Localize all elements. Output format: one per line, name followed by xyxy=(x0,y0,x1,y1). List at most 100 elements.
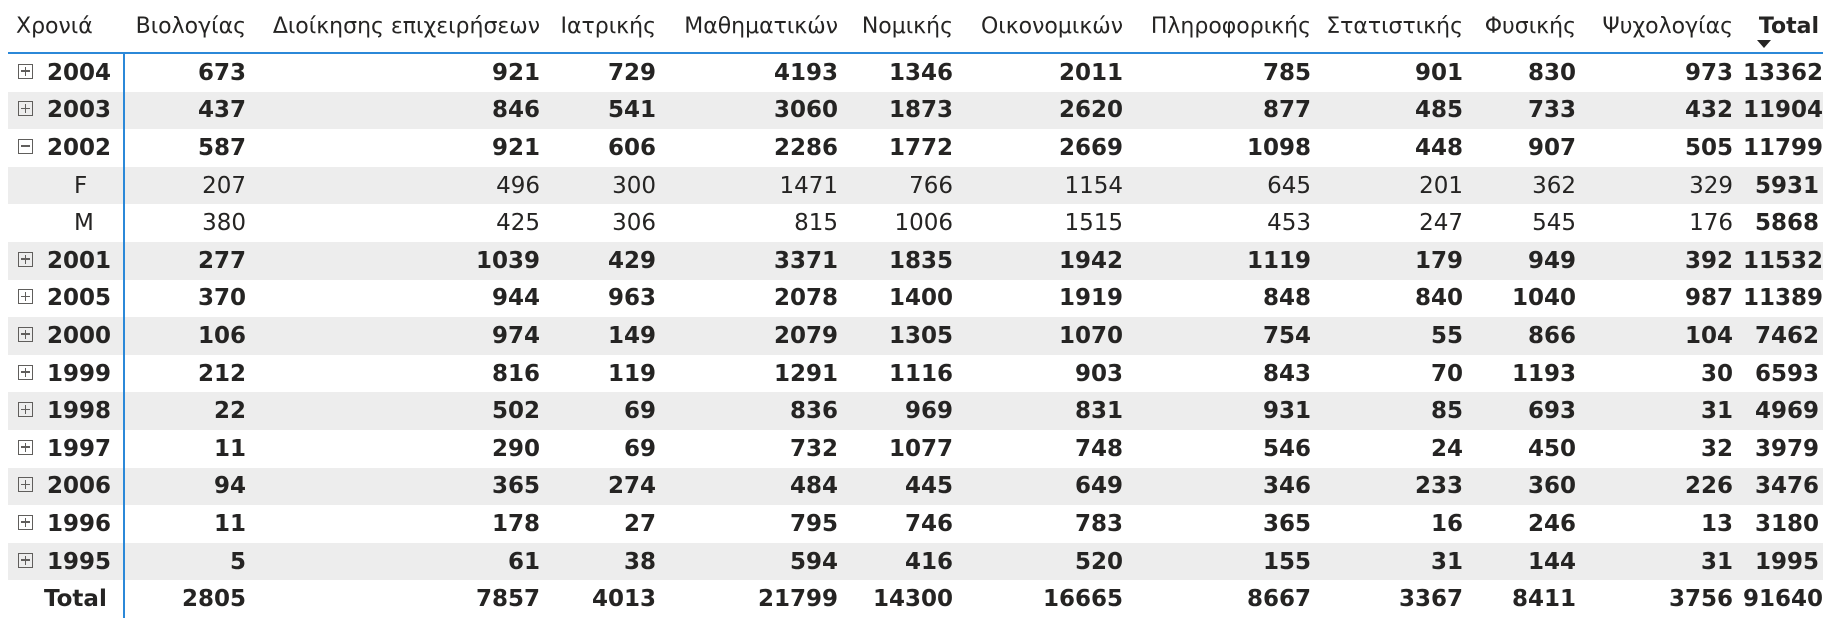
value-cell: 1119 xyxy=(1133,241,1321,280)
value-cell: 4193 xyxy=(773,59,838,86)
value-cell: 840 xyxy=(1414,285,1463,312)
value-cell: 445 xyxy=(848,467,963,506)
value-cell: 1305 xyxy=(848,317,963,355)
value-cell: 877 xyxy=(1133,91,1321,130)
row-label-cell: 2004 xyxy=(8,53,125,92)
value-cell: 830 xyxy=(1527,59,1576,86)
expand-plus-icon[interactable] xyxy=(18,101,33,117)
column-header[interactable]: Μαθηματικών xyxy=(666,0,848,54)
row-total-cell: 3180 xyxy=(1754,510,1819,537)
column-header[interactable]: Πληροφορικής xyxy=(1133,0,1321,54)
header-row: Χρονιά Βιολογίας Διοίκησης επιχειρήσεων Ιατ… xyxy=(8,0,1823,54)
column-header-total[interactable]: Total xyxy=(1743,0,1823,54)
toggle-horizontal-bar xyxy=(21,145,30,147)
row-label-cell: Total xyxy=(8,580,125,618)
expand-plus-icon[interactable] xyxy=(18,63,33,79)
value-cell: 11 xyxy=(213,510,246,537)
value-cell: 836 xyxy=(666,392,848,430)
value-cell: 1077 xyxy=(888,435,953,462)
row-label-cell: 2001 xyxy=(8,241,125,280)
value-cell: 38 xyxy=(550,542,666,581)
expand-plus-icon[interactable] xyxy=(18,364,33,380)
value-cell: 754 xyxy=(1133,317,1321,355)
expand-plus-icon[interactable] xyxy=(18,326,33,342)
column-header[interactable]: Φυσικής xyxy=(1473,0,1586,54)
value-cell: 290 xyxy=(491,435,540,462)
expand-plus-icon[interactable] xyxy=(18,439,33,455)
column-header[interactable]: Ιατρικής xyxy=(550,0,666,54)
value-cell: 783 xyxy=(1074,510,1123,537)
value-cell: 1346 xyxy=(888,59,953,86)
value-cell: 1942 xyxy=(963,241,1133,280)
value-cell: 31 xyxy=(1586,392,1743,430)
column-header[interactable]: Διοίκησης επιχειρήσεων xyxy=(256,0,550,54)
value-cell: 448 xyxy=(1414,134,1463,161)
value-cell: 485 xyxy=(1321,91,1473,130)
matrix-visual: Χρονιά Βιολογίας Διοίκησης επιχειρήσεων Ιατ… xyxy=(8,0,1823,618)
row-label-cell: 2000 xyxy=(8,317,125,355)
year-label: 2004 xyxy=(47,59,112,86)
expand-plus-icon[interactable] xyxy=(18,552,33,568)
value-cell: 502 xyxy=(256,392,550,430)
row-label-cell: 1996 xyxy=(8,505,125,543)
value-cell: 306 xyxy=(612,210,656,237)
year-label: 2001 xyxy=(47,247,112,274)
value-cell: 329 xyxy=(1586,166,1743,205)
value-cell: 1515 xyxy=(1064,210,1123,237)
row-total-cell: 13362 xyxy=(1743,59,1824,86)
year-label: 1997 xyxy=(47,435,112,462)
value-cell: 106 xyxy=(124,317,256,355)
value-cell: 21799 xyxy=(757,586,838,613)
value-cell: 520 xyxy=(963,542,1133,581)
value-cell: 425 xyxy=(496,210,540,237)
expand-plus-icon[interactable] xyxy=(18,251,33,267)
value-cell: 13 xyxy=(1700,510,1733,537)
column-header[interactable]: Νομικής xyxy=(848,0,963,54)
value-cell: 22 xyxy=(124,392,256,430)
matrix-body: 2004 673 921 729 4193 1346 2011 785 901 830 973 133… xyxy=(8,53,1823,618)
value-cell: 1400 xyxy=(888,285,953,312)
value-cell: 1098 xyxy=(1246,134,1311,161)
row-total-cell: 7462 xyxy=(1743,317,1823,355)
expand-plus-icon[interactable] xyxy=(18,402,33,418)
value-cell: 673 xyxy=(197,59,246,86)
year-label: 2002 xyxy=(47,134,112,161)
year-label: 1996 xyxy=(47,510,112,537)
expand-plus-icon[interactable] xyxy=(18,514,33,530)
value-cell: 3367 xyxy=(1398,586,1463,613)
table-row: 2004 673 921 729 4193 1346 2011 785 901 830 973 133… xyxy=(8,53,1823,92)
expand-plus-icon[interactable] xyxy=(18,289,33,305)
toggle-vertical-bar xyxy=(24,480,26,490)
value-cell: 437 xyxy=(124,91,256,130)
row-total-cell: 6593 xyxy=(1754,360,1819,387)
value-cell: 104 xyxy=(1586,317,1743,355)
expand-plus-icon[interactable] xyxy=(18,477,33,493)
value-cell: 212 xyxy=(197,360,246,387)
column-header[interactable]: Ψυχολογίας xyxy=(1586,0,1743,54)
value-cell: 1006 xyxy=(894,210,953,237)
value-cell: 2805 xyxy=(181,586,246,613)
value-cell: 969 xyxy=(848,392,963,430)
column-header[interactable]: Στατιστικής xyxy=(1321,0,1473,54)
column-header[interactable]: Οικονομικών xyxy=(963,0,1133,54)
value-cell: 30 xyxy=(1700,360,1733,387)
sort-descending-icon[interactable] xyxy=(1757,40,1771,48)
row-total-cell: 5931 xyxy=(1743,166,1823,205)
value-cell: 362 xyxy=(1473,166,1586,205)
row-header-year[interactable]: Χρονιά xyxy=(8,0,124,54)
value-cell: 546 xyxy=(1262,435,1311,462)
toggle-vertical-bar xyxy=(24,442,26,452)
column-header[interactable]: Βιολογίας xyxy=(124,0,256,54)
collapse-minus-icon[interactable] xyxy=(18,138,33,154)
value-cell: 24 xyxy=(1430,435,1463,462)
value-cell: 3756 xyxy=(1668,586,1733,613)
value-cell: 5 xyxy=(124,542,256,581)
year-label: 2005 xyxy=(47,285,112,312)
table-row: 2002 587 921 606 2286 1772 2669 1098 448 907 505 11… xyxy=(8,129,1823,167)
value-cell: 233 xyxy=(1321,467,1473,506)
value-cell: 545 xyxy=(1532,210,1576,237)
value-cell: 432 xyxy=(1586,91,1743,130)
value-cell: 2011 xyxy=(1058,59,1123,86)
value-cell: 944 xyxy=(491,285,540,312)
value-cell: 2286 xyxy=(773,134,838,161)
